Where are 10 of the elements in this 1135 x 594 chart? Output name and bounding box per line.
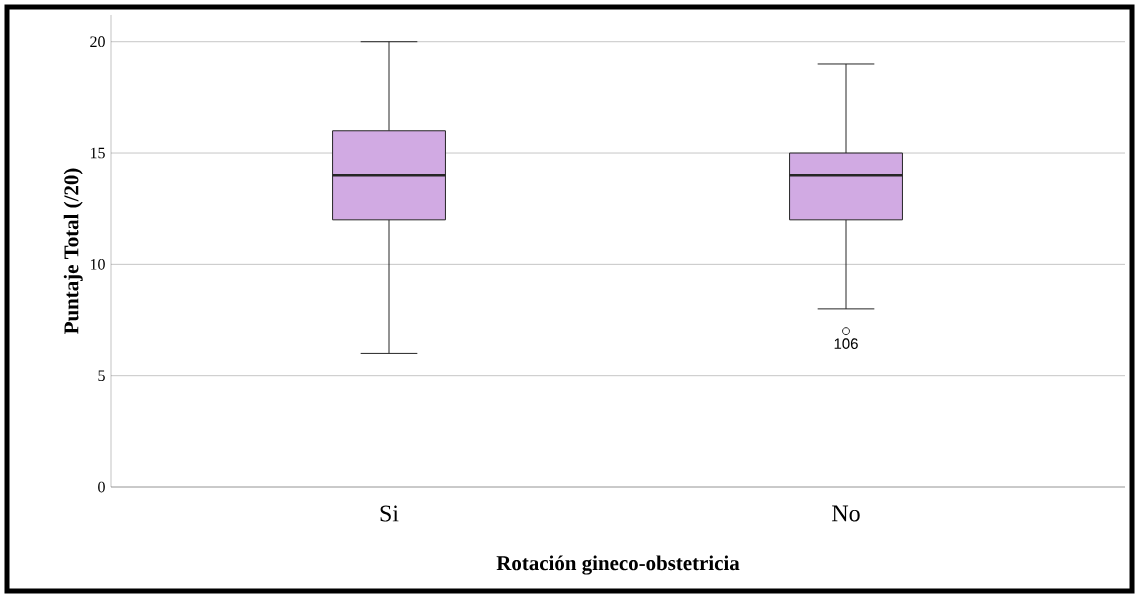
y-tick-label: 20 [90, 36, 105, 48]
x-tick-label: No [832, 505, 860, 522]
y-tick-label: 5 [98, 370, 105, 381]
x-tick-label: Si [380, 505, 399, 522]
y-tick-label: 15 [90, 147, 105, 159]
y-tick-label: 0 [98, 481, 105, 493]
y-axis-title: Puntaje Total (/20) [63, 168, 83, 334]
annotation: 106 [834, 338, 858, 349]
y-tick-label: 10 [90, 258, 105, 270]
x-axis-title: Rotación gineco-obstetricia [496, 555, 740, 575]
